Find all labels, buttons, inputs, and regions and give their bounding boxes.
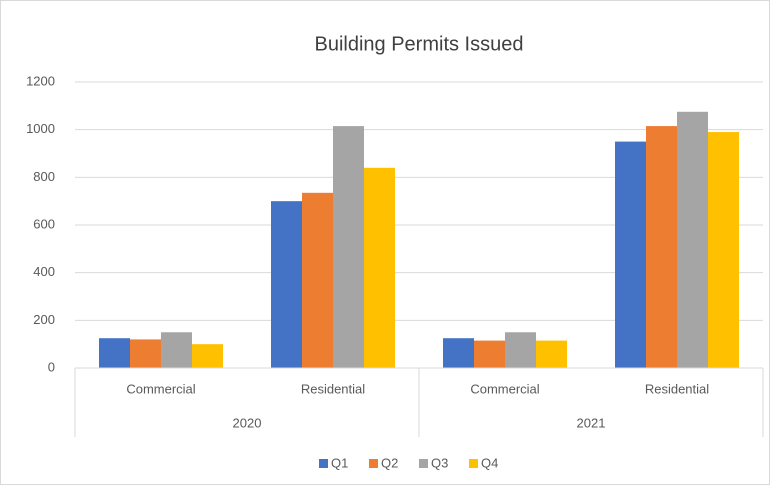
bar bbox=[161, 332, 192, 368]
bar bbox=[192, 344, 223, 368]
x-tick-label: Commercial bbox=[126, 381, 195, 396]
y-tick-label: 400 bbox=[33, 264, 55, 279]
bar bbox=[474, 340, 505, 368]
legend-swatch bbox=[469, 459, 478, 468]
y-tick-label: 200 bbox=[33, 312, 55, 327]
y-tick-label: 0 bbox=[48, 359, 55, 374]
chart-title: Building Permits Issued bbox=[315, 33, 524, 55]
bar bbox=[333, 126, 364, 368]
legend-swatch bbox=[419, 459, 428, 468]
group-label: 2020 bbox=[233, 415, 262, 430]
group-label: 2021 bbox=[577, 415, 606, 430]
bar bbox=[615, 141, 646, 368]
bar bbox=[443, 338, 474, 368]
legend-swatch bbox=[369, 459, 378, 468]
bar bbox=[130, 339, 161, 368]
bar bbox=[536, 340, 567, 368]
x-tick-label: Residential bbox=[645, 381, 709, 396]
y-tick-label: 800 bbox=[33, 169, 55, 184]
bar bbox=[677, 111, 708, 369]
y-tick-label: 600 bbox=[33, 216, 55, 231]
legend-swatch bbox=[319, 459, 328, 468]
x-tick-label: Residential bbox=[301, 381, 365, 396]
bar bbox=[99, 338, 130, 368]
bar bbox=[646, 126, 677, 368]
bar bbox=[364, 167, 395, 368]
bar bbox=[505, 332, 536, 368]
legend-label: Q1 bbox=[331, 455, 348, 470]
legend-label: Q3 bbox=[431, 455, 448, 470]
bar bbox=[302, 192, 333, 368]
bar bbox=[271, 201, 302, 368]
y-tick-label: 1000 bbox=[26, 121, 55, 136]
legend-label: Q4 bbox=[481, 455, 498, 470]
y-tick-label: 1200 bbox=[26, 73, 55, 88]
x-tick-label: Commercial bbox=[470, 381, 539, 396]
legend-label: Q2 bbox=[381, 455, 398, 470]
bar bbox=[708, 132, 739, 368]
